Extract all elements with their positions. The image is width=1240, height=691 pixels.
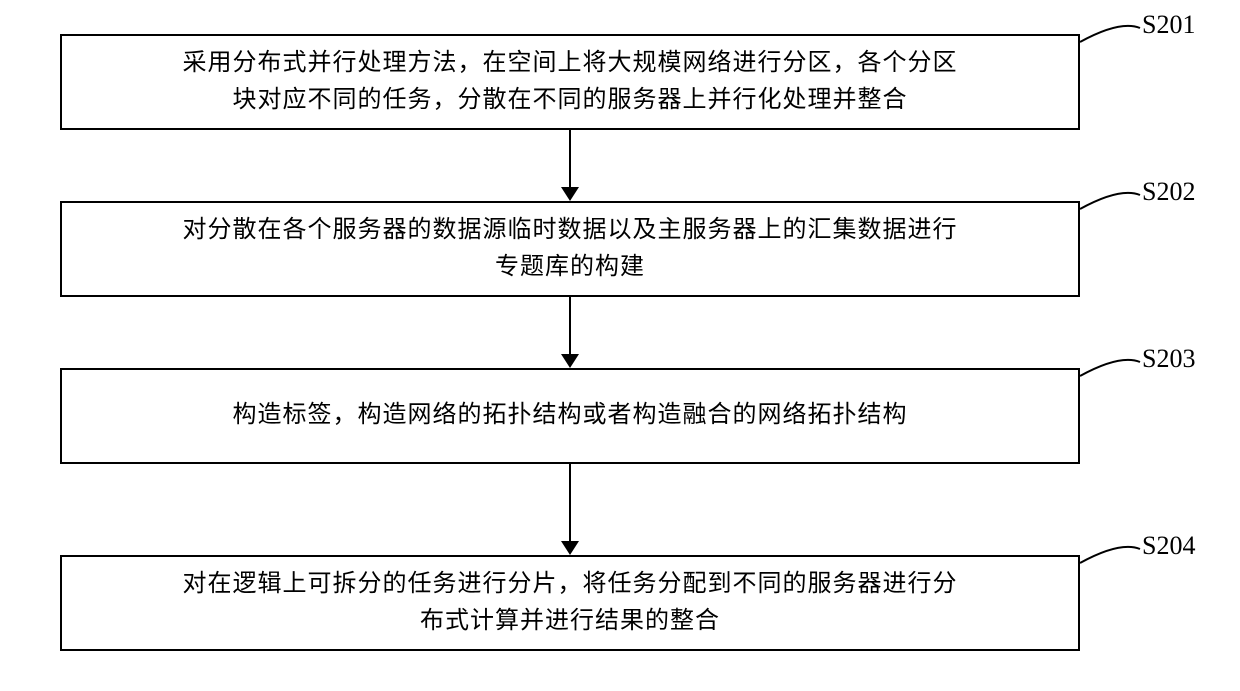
flow-step-box: 对分散在各个服务器的数据源临时数据以及主服务器上的汇集数据进行 专题库的构建 bbox=[60, 201, 1080, 297]
flow-step-label: S203 bbox=[1142, 344, 1195, 374]
leader-line bbox=[1078, 185, 1142, 211]
flow-step-text: 采用分布式并行处理方法，在空间上将大规模网络进行分区，各个分区 块对应不同的任务… bbox=[183, 45, 958, 119]
flow-step-box: 对在逻辑上可拆分的任务进行分片，将任务分配到不同的服务器进行分 布式计算并进行结… bbox=[60, 555, 1080, 651]
leader-line bbox=[1078, 352, 1142, 378]
leader-line bbox=[1078, 18, 1142, 44]
flow-arrow bbox=[552, 464, 588, 569]
flow-step-label: S202 bbox=[1142, 177, 1195, 207]
flow-step-label: S204 bbox=[1142, 531, 1195, 561]
flow-step-label: S201 bbox=[1142, 10, 1195, 40]
leader-line bbox=[1078, 539, 1142, 565]
flow-step-text: 对分散在各个服务器的数据源临时数据以及主服务器上的汇集数据进行 专题库的构建 bbox=[183, 212, 958, 286]
flow-step-text: 构造标签，构造网络的拓扑结构或者构造融合的网络拓扑结构 bbox=[233, 397, 908, 434]
flow-step-box: 采用分布式并行处理方法，在空间上将大规模网络进行分区，各个分区 块对应不同的任务… bbox=[60, 34, 1080, 130]
flow-step-text: 对在逻辑上可拆分的任务进行分片，将任务分配到不同的服务器进行分 布式计算并进行结… bbox=[183, 566, 958, 640]
flow-step-box: 构造标签，构造网络的拓扑结构或者构造融合的网络拓扑结构 bbox=[60, 368, 1080, 464]
